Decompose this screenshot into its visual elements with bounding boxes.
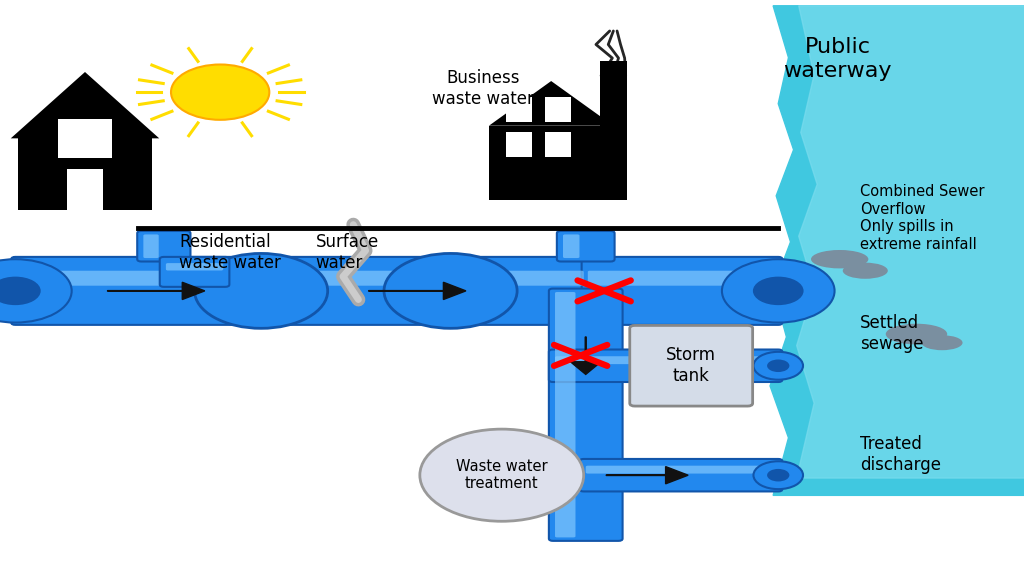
FancyBboxPatch shape bbox=[588, 271, 776, 286]
FancyArrow shape bbox=[570, 337, 601, 374]
FancyBboxPatch shape bbox=[630, 325, 753, 406]
FancyBboxPatch shape bbox=[580, 459, 782, 491]
Circle shape bbox=[767, 359, 790, 372]
FancyBboxPatch shape bbox=[143, 234, 159, 258]
FancyBboxPatch shape bbox=[17, 271, 584, 286]
Text: Storm
tank: Storm tank bbox=[667, 346, 716, 385]
FancyBboxPatch shape bbox=[557, 231, 614, 262]
FancyBboxPatch shape bbox=[549, 350, 782, 382]
Circle shape bbox=[753, 276, 804, 305]
Text: Residential
waste water: Residential waste water bbox=[179, 233, 281, 272]
Bar bbox=[68, 169, 102, 210]
Ellipse shape bbox=[886, 324, 947, 344]
Polygon shape bbox=[797, 6, 1024, 478]
Text: Waste water
treatment: Waste water treatment bbox=[456, 459, 548, 491]
Circle shape bbox=[754, 352, 803, 380]
Polygon shape bbox=[770, 6, 1024, 495]
FancyBboxPatch shape bbox=[11, 257, 590, 325]
Text: Settled
sewage: Settled sewage bbox=[860, 314, 924, 353]
Bar bbox=[489, 126, 627, 200]
Circle shape bbox=[722, 259, 835, 323]
Circle shape bbox=[384, 253, 517, 328]
FancyBboxPatch shape bbox=[549, 289, 623, 541]
Polygon shape bbox=[489, 81, 613, 126]
FancyArrow shape bbox=[369, 282, 466, 300]
Text: Surface
water: Surface water bbox=[315, 233, 379, 272]
Ellipse shape bbox=[922, 335, 963, 350]
Bar bbox=[545, 132, 571, 157]
Text: Treated
discharge: Treated discharge bbox=[860, 435, 941, 473]
Text: Public
waterway: Public waterway bbox=[783, 37, 892, 81]
Bar bbox=[545, 97, 571, 122]
Ellipse shape bbox=[811, 250, 868, 268]
FancyBboxPatch shape bbox=[582, 257, 782, 325]
Bar bbox=[58, 119, 112, 158]
FancyBboxPatch shape bbox=[563, 234, 580, 258]
Text: Combined Sewer
Overflow
Only spills in
extreme rainfall: Combined Sewer Overflow Only spills in e… bbox=[860, 184, 985, 252]
Circle shape bbox=[195, 253, 328, 328]
FancyBboxPatch shape bbox=[137, 231, 190, 262]
Circle shape bbox=[0, 259, 72, 323]
Bar bbox=[18, 138, 152, 210]
Circle shape bbox=[171, 65, 269, 120]
Ellipse shape bbox=[843, 263, 888, 279]
Circle shape bbox=[420, 429, 584, 521]
Text: Business
waste water: Business waste water bbox=[432, 69, 535, 108]
FancyBboxPatch shape bbox=[160, 257, 229, 287]
Circle shape bbox=[754, 461, 803, 489]
Circle shape bbox=[767, 469, 790, 482]
FancyBboxPatch shape bbox=[166, 263, 223, 271]
Bar bbox=[600, 62, 627, 163]
Bar bbox=[507, 97, 532, 122]
FancyArrow shape bbox=[108, 282, 205, 300]
FancyBboxPatch shape bbox=[555, 356, 776, 364]
FancyArrow shape bbox=[606, 467, 688, 484]
Polygon shape bbox=[11, 72, 160, 138]
Bar bbox=[507, 132, 532, 157]
FancyBboxPatch shape bbox=[586, 465, 776, 473]
Circle shape bbox=[0, 276, 41, 305]
FancyBboxPatch shape bbox=[555, 292, 575, 537]
